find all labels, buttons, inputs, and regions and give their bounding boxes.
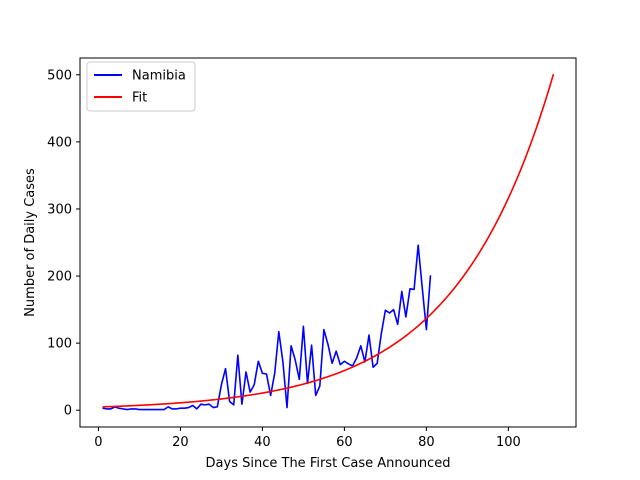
series-line-fit [102, 73, 555, 408]
x-tick-label: 40 [254, 435, 271, 450]
y-tick-label: 400 [47, 135, 72, 150]
y-tick-label: 0 [64, 404, 72, 419]
axis-ticks: 0 20 40 60 80 100 0 100 200 300 400 500 [47, 68, 521, 450]
x-tick-label: 0 [94, 435, 102, 450]
x-axis-label: Days Since The First Case Announced [206, 456, 451, 471]
legend-label-fit: Fit [132, 91, 147, 106]
axes-frame [79, 57, 577, 428]
x-tick-label: 100 [496, 435, 521, 450]
legend: Namibia Fit [86, 61, 196, 112]
y-axis-label: Number of Daily Cases [23, 168, 38, 317]
legend-label-namibia: Namibia [132, 69, 186, 84]
y-tick-label: 200 [47, 270, 72, 285]
x-tick-label: 80 [418, 435, 435, 450]
x-tick-label: 60 [336, 435, 353, 450]
x-tick-label: 20 [172, 435, 189, 450]
y-tick-label: 300 [47, 202, 72, 217]
y-tick-label: 500 [47, 68, 72, 83]
series-line-namibia [102, 244, 432, 411]
y-tick-label: 100 [47, 337, 72, 352]
plot-area [102, 73, 555, 411]
